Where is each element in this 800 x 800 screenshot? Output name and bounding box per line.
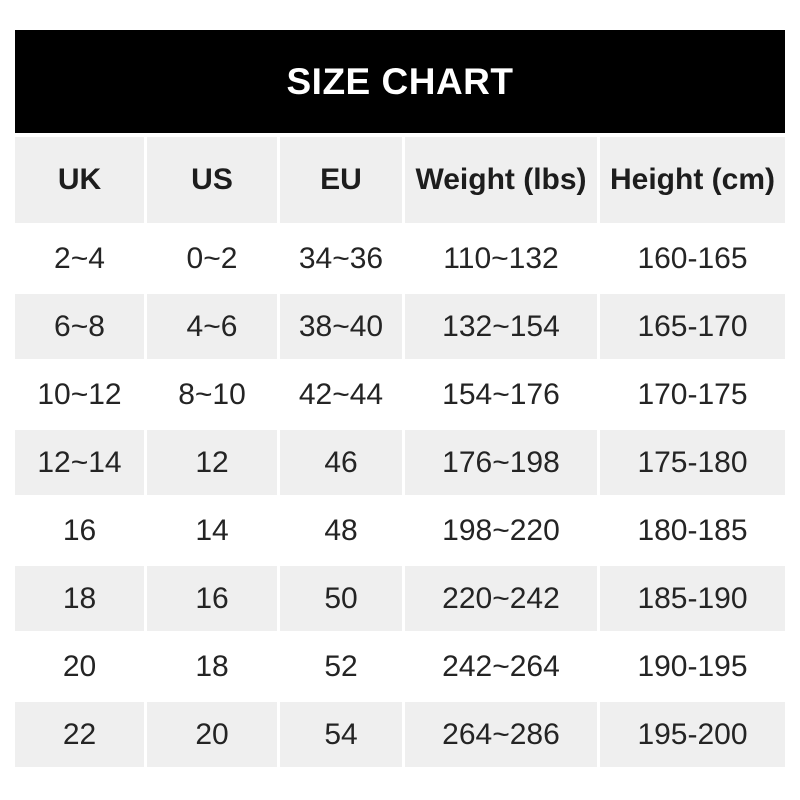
table-cell: 10~12	[15, 362, 144, 427]
table-cell: 154~176	[405, 362, 597, 427]
table-cell: 160-165	[600, 226, 785, 291]
table-cell: 18	[147, 634, 277, 699]
table-cell: 16	[15, 498, 144, 563]
page-title: SIZE CHART	[286, 60, 514, 102]
table-cell: 220~242	[405, 566, 597, 631]
column-header-us: US	[147, 137, 277, 223]
table-cell: 264~286	[405, 702, 597, 767]
column-header-uk: UK	[15, 137, 144, 223]
column-header-weight: Weight (lbs)	[405, 137, 597, 223]
table-cell: 132~154	[405, 294, 597, 359]
table-cell: 16	[147, 566, 277, 631]
table-cell: 180-185	[600, 498, 785, 563]
table-cell: 242~264	[405, 634, 597, 699]
table-cell: 190-195	[600, 634, 785, 699]
table-cell: 0~2	[147, 226, 277, 291]
table-cell: 18	[15, 566, 144, 631]
table-cell: 20	[15, 634, 144, 699]
column-header-eu: EU	[280, 137, 402, 223]
table-cell: 34~36	[280, 226, 402, 291]
table-cell: 8~10	[147, 362, 277, 427]
table-cell: 48	[280, 498, 402, 563]
table-cell: 165-170	[600, 294, 785, 359]
table-cell: 2~4	[15, 226, 144, 291]
table-cell: 176~198	[405, 430, 597, 495]
table-cell: 185-190	[600, 566, 785, 631]
table-cell: 42~44	[280, 362, 402, 427]
table-cell: 170-175	[600, 362, 785, 427]
table-cell: 12	[147, 430, 277, 495]
table-cell: 175-180	[600, 430, 785, 495]
table-cell: 198~220	[405, 498, 597, 563]
table-cell: 14	[147, 498, 277, 563]
table-cell: 20	[147, 702, 277, 767]
size-chart-container: SIZE CHART UK US EU Weight (lbs) Height …	[15, 30, 785, 767]
table-cell: 50	[280, 566, 402, 631]
table-cell: 52	[280, 634, 402, 699]
table-cell: 12~14	[15, 430, 144, 495]
table-cell: 22	[15, 702, 144, 767]
size-table: UK US EU Weight (lbs) Height (cm) 2~4 0~2…	[15, 137, 785, 767]
table-cell: 46	[280, 430, 402, 495]
table-cell: 38~40	[280, 294, 402, 359]
table-cell: 54	[280, 702, 402, 767]
table-cell: 195-200	[600, 702, 785, 767]
column-header-height: Height (cm)	[600, 137, 785, 223]
table-cell: 6~8	[15, 294, 144, 359]
table-cell: 4~6	[147, 294, 277, 359]
table-cell: 110~132	[405, 226, 597, 291]
title-bar: SIZE CHART	[15, 30, 785, 133]
